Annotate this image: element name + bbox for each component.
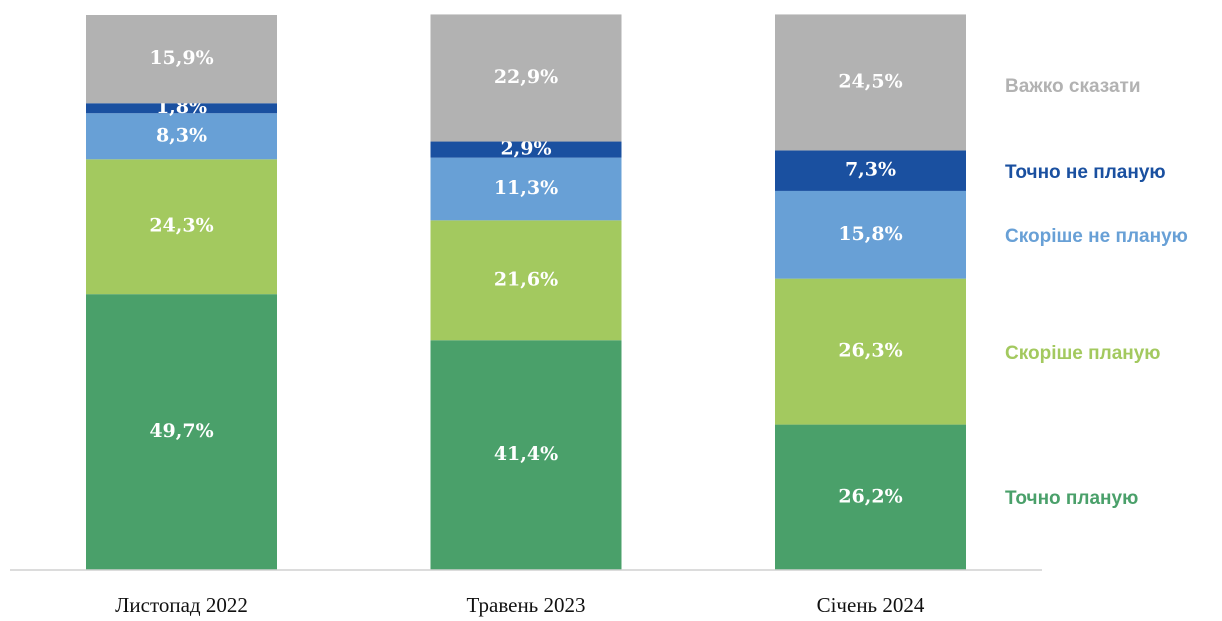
bar-segment (430, 220, 622, 341)
value-label: 7,3% (845, 159, 896, 181)
value-label: 26,3% (838, 340, 902, 362)
legend-entry: Скоріше планую (1005, 342, 1161, 364)
value-label: 21,6% (494, 268, 558, 290)
bar-segment (86, 294, 277, 570)
legend-entry: Скоріше не планую (1005, 225, 1188, 247)
x-tick-label: Травень 2023 (466, 593, 585, 617)
x-tick-label: Листопад 2022 (115, 593, 248, 617)
value-label: 24,5% (838, 70, 902, 92)
bar-segment (86, 113, 277, 160)
bar-segment (86, 15, 277, 104)
bar-segment (430, 14, 622, 142)
value-label: 15,8% (838, 223, 902, 245)
bar-segment (775, 150, 966, 191)
value-label: 2,9% (500, 138, 551, 160)
bar-segment (430, 141, 622, 158)
legend-entry: Точно не планую (1005, 161, 1166, 183)
legend-entry: Точно планую (1005, 488, 1139, 510)
bar-segment (775, 278, 966, 425)
legend-entry: Важко сказати (1005, 76, 1141, 98)
bar-segment (775, 190, 966, 279)
bar-segment (430, 340, 622, 570)
value-label: 11,3% (494, 177, 558, 199)
bar-segment (86, 103, 277, 114)
bar-segment (775, 14, 966, 151)
value-label: 41,4% (494, 443, 558, 465)
value-label: 24,3% (149, 215, 213, 237)
value-label: 26,2% (838, 485, 902, 507)
value-label: 49,7% (149, 420, 213, 442)
value-label: 22,9% (494, 66, 558, 88)
bar-segment (430, 157, 622, 221)
value-label: 15,9% (149, 47, 213, 69)
x-tick-label: Січень 2024 (817, 593, 925, 617)
bar-segment (775, 424, 966, 570)
value-label: 8,3% (156, 124, 207, 146)
bar-segment (86, 159, 277, 295)
